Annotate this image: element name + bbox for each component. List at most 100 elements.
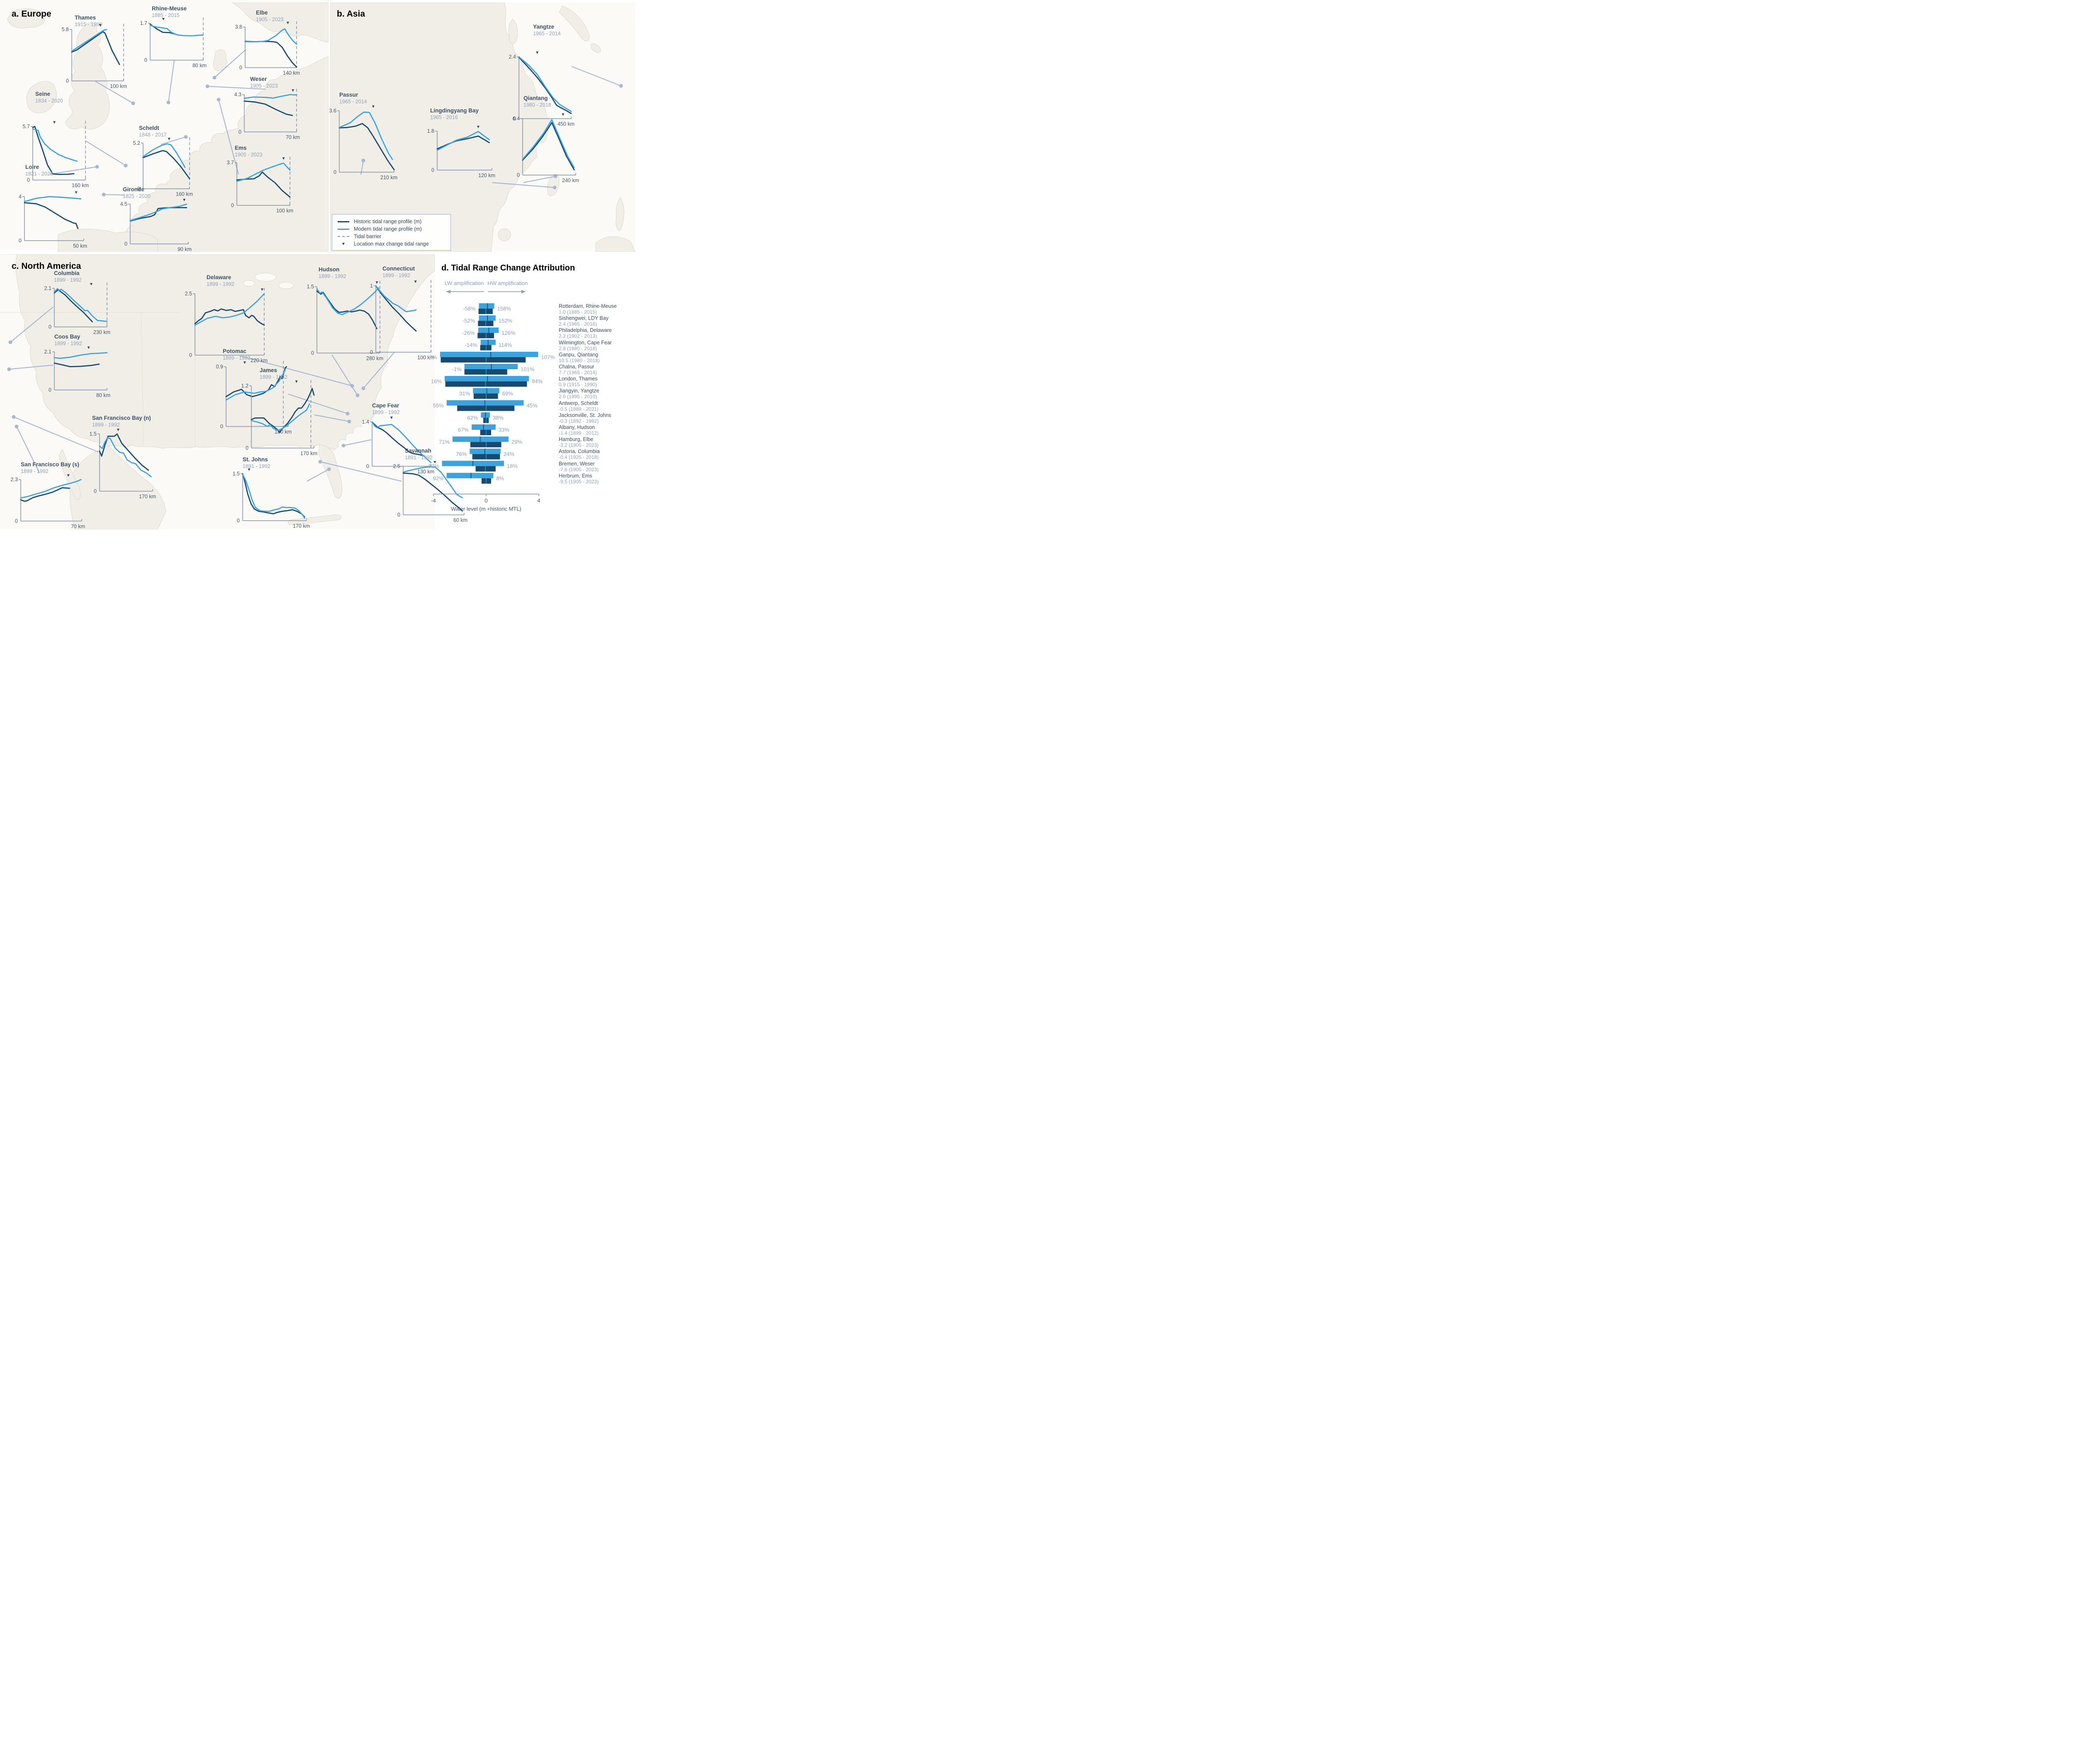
max-change-marker-icon: ▼: [167, 137, 171, 141]
elbe-plot: [243, 21, 297, 68]
estuary-dot: [217, 97, 221, 102]
y-max-label: 4: [19, 194, 22, 200]
legend-item-label: Location max change tidal range: [354, 241, 429, 247]
panel-c-label: c. North America: [12, 261, 81, 271]
y-max-label: 2.3: [10, 477, 18, 482]
chart-years: 1825 - 2020: [123, 193, 151, 199]
hw-percent-label: 38%: [493, 414, 504, 421]
hw-percent-label: 107%: [541, 354, 555, 360]
coos-bay-title: Coos Bay 1899 - 1992: [54, 333, 82, 347]
panel-b-label: b. Asia: [337, 9, 365, 19]
y-zero-label: 0: [513, 116, 516, 122]
potomac-plot: [224, 361, 289, 427]
axis-tick-label: 4: [537, 497, 540, 504]
seine-plot: [31, 121, 86, 180]
weser-plot: [242, 89, 297, 132]
chart-river-name: Savannah: [405, 448, 431, 454]
legend-item-label: Modern tidal range profile (m): [354, 226, 422, 232]
passur-title: Passur 1965 - 2014: [339, 91, 367, 105]
y-max-label: 6.4: [512, 116, 520, 122]
historic-profile-line: [129, 207, 187, 222]
attribution-row-11: 71% 29%: [439, 436, 522, 448]
x-max-label: 450 km: [557, 121, 574, 127]
lingdingyang-bay-title: Lingdingyang Bay 1965 - 2016: [430, 107, 479, 121]
x-max-label: 60 km: [453, 517, 467, 523]
station-name: Antwerp, Scheldt: [559, 400, 598, 406]
station-name: Astoria, Columbia: [559, 448, 600, 455]
historic-profile-line: [194, 308, 265, 326]
passur-plot: [337, 110, 395, 173]
modern-profile-line: [242, 474, 305, 519]
station-name: Jiangyin, Yangtze: [559, 388, 599, 394]
axis-tick-label: -4: [431, 497, 436, 504]
europe-map: [7, 2, 329, 252]
lw-percent-label: 31%: [459, 390, 470, 397]
station-entry-11: Hamburg, Elbe -3.2 (1905 - 2023): [559, 436, 599, 448]
chart-years: 1905 - 2023: [250, 83, 278, 89]
lw-percent-label: -26%: [462, 330, 475, 336]
station-detail: 2.8 (1980 - 2018): [559, 345, 597, 351]
loire-chart: Loire 1821 - 2020 4 0 50 km ▼: [19, 164, 87, 249]
leader-line: [13, 416, 99, 453]
station-name: Rotterdam, Rhine-Meuse: [559, 303, 617, 309]
leader-line: [168, 60, 175, 103]
station-name: Philadelphia, Delaware: [559, 327, 612, 334]
max-change-marker-icon: ▼: [74, 190, 78, 195]
station-name: Jacksonville, St. Johns: [559, 412, 611, 418]
y-zero-label: 0: [94, 488, 97, 494]
attribution-row-9: 62% 38%: [467, 412, 504, 423]
x-max-label: 80 km: [96, 392, 110, 398]
estuary-dot: [95, 165, 99, 169]
station-entry-14: Herbrum, Ems -9.5 (1905 - 2023): [559, 473, 599, 485]
y-max-label: 5.7: [22, 124, 30, 129]
figure-root: a. Europe b. Asia c. North America Histo…: [0, 0, 635, 529]
historic-bar: [445, 381, 527, 387]
station-name: Herbrum, Ems: [559, 473, 592, 479]
station-detail: 10.5 (1980 - 2018): [559, 357, 600, 363]
chart-years: 1891 - 1992: [405, 455, 433, 460]
st-johns-title: St. Johns 1891 - 1992: [243, 456, 270, 470]
legend-item-label: Historic tidal range profile (m): [354, 219, 422, 224]
chart-river-name: Cape Fear: [372, 402, 399, 409]
loire-plot: [22, 196, 84, 241]
modern-profile-line: [522, 119, 575, 168]
thames-title: Thames 1915 - 1990: [75, 14, 102, 28]
lw-percent-label: -58%: [463, 306, 476, 312]
max-change-marker-icon: ▼: [182, 198, 187, 202]
leader-line: [214, 49, 246, 78]
rhine-meuse-chart: Rhine-Meuse 1885 - 2015 1.7 0 80 km ▼: [140, 5, 207, 68]
lw-percent-label: -14%: [465, 342, 477, 348]
historic-profile-line: [236, 171, 291, 198]
leader-line: [492, 182, 555, 188]
james-title: James 1899 - 1992: [260, 367, 287, 381]
leader-line: [363, 352, 394, 389]
station-entry-3: Wilmington, Cape Fear 2.8 (1980 - 2018): [559, 340, 612, 351]
max-change-marker-icon: ▼: [535, 51, 540, 55]
amplification-arrows: [446, 290, 526, 294]
leader-line: [571, 66, 621, 87]
x-max-label: 160 km: [176, 191, 193, 197]
scheldt-chart: Scheldt 1848 - 2017 5.2 0 160 km ▼: [133, 125, 193, 197]
cape-fear-chart: Cape Fear 1899 - 1992 1.4 0 130 km ▼: [362, 402, 434, 475]
x-max-label: 70 km: [285, 134, 300, 140]
historic-profile-line: [142, 150, 190, 180]
attribution-row-3: -14% 114%: [465, 339, 512, 351]
x-max-label: 170 km: [293, 523, 310, 529]
y-zero-label: 0: [517, 172, 520, 178]
y-max-label: 3.7: [226, 160, 234, 166]
legend-item-label: Tidal barrier: [354, 234, 382, 239]
leader-line: [320, 461, 402, 482]
station-name: Chalna, Passur: [559, 364, 594, 370]
historic-profile-line: [244, 41, 297, 68]
chart-river-name: Rhine-Meuse: [152, 5, 187, 12]
hw-percent-label: 101%: [521, 366, 535, 373]
max-change-marker-icon: ▼: [285, 21, 290, 25]
san-francisco-bay-s-title: San Francisco Bay (s) 1899 - 1992: [21, 461, 79, 475]
historic-bar: [480, 430, 492, 435]
station-entry-10: Albany, Hudson -1.4 (1899 - 2012): [559, 424, 599, 436]
chart-years: 1899 - 1992: [54, 341, 82, 346]
chart-years: 1965 - 2016: [430, 115, 458, 120]
modern-profile-line: [142, 143, 186, 168]
chart-river-name: Gironde: [123, 186, 144, 192]
y-zero-label: 0: [49, 387, 51, 393]
